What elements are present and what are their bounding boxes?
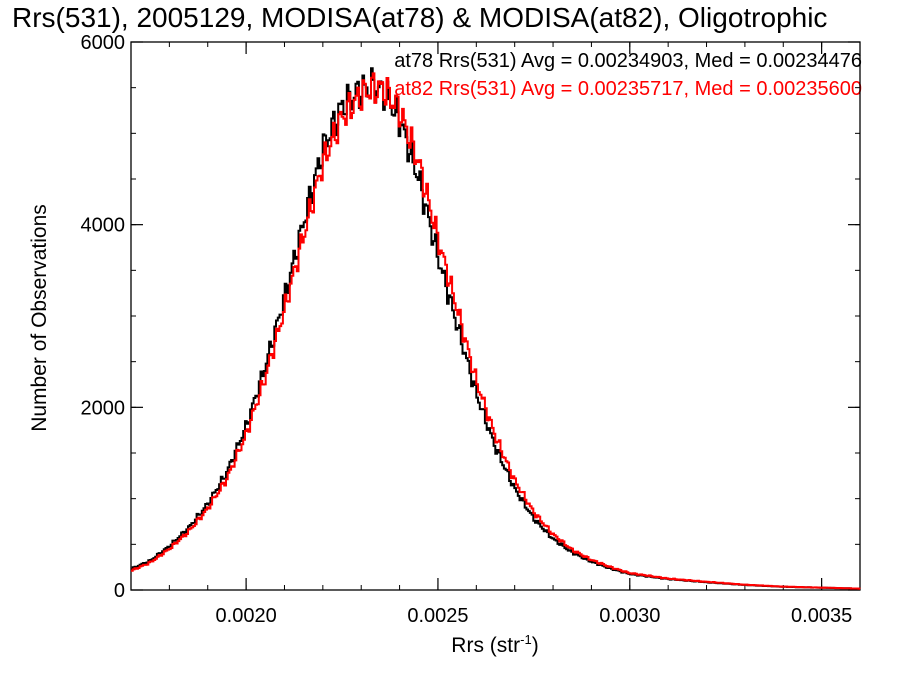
chart-title: Rrs(531), 2005129, MODISA(at78) & MODISA… — [12, 2, 828, 33]
x-axis-label-end: ) — [531, 634, 539, 657]
y-tick-label: 0 — [114, 580, 125, 602]
y-tick-label: 4000 — [81, 215, 126, 237]
x-axis-label: Rrs (str-1) — [451, 632, 538, 658]
x-tick-label: 0.0035 — [791, 605, 852, 627]
at82-stats-label: at82 Rrs(531) Avg = 0.00235717, Med = 0.… — [394, 78, 862, 100]
at78-stats-label: at78 Rrs(531) Avg = 0.00234903, Med = 0.… — [394, 50, 862, 72]
x-tick-label: 0.0025 — [407, 605, 468, 627]
y-tick-label: 6000 — [81, 32, 126, 54]
x-axis-label-main: Rrs (str — [451, 634, 521, 657]
histogram-series-at78 — [131, 67, 861, 590]
x-axis-label-superscript: -1 — [520, 632, 532, 647]
y-tick-label: 2000 — [81, 397, 126, 419]
plot-frame — [130, 41, 861, 591]
x-tick-label: 0.0030 — [599, 605, 660, 627]
x-tick-label: 0.0020 — [216, 605, 277, 627]
histogram-series-at82 — [131, 72, 861, 590]
